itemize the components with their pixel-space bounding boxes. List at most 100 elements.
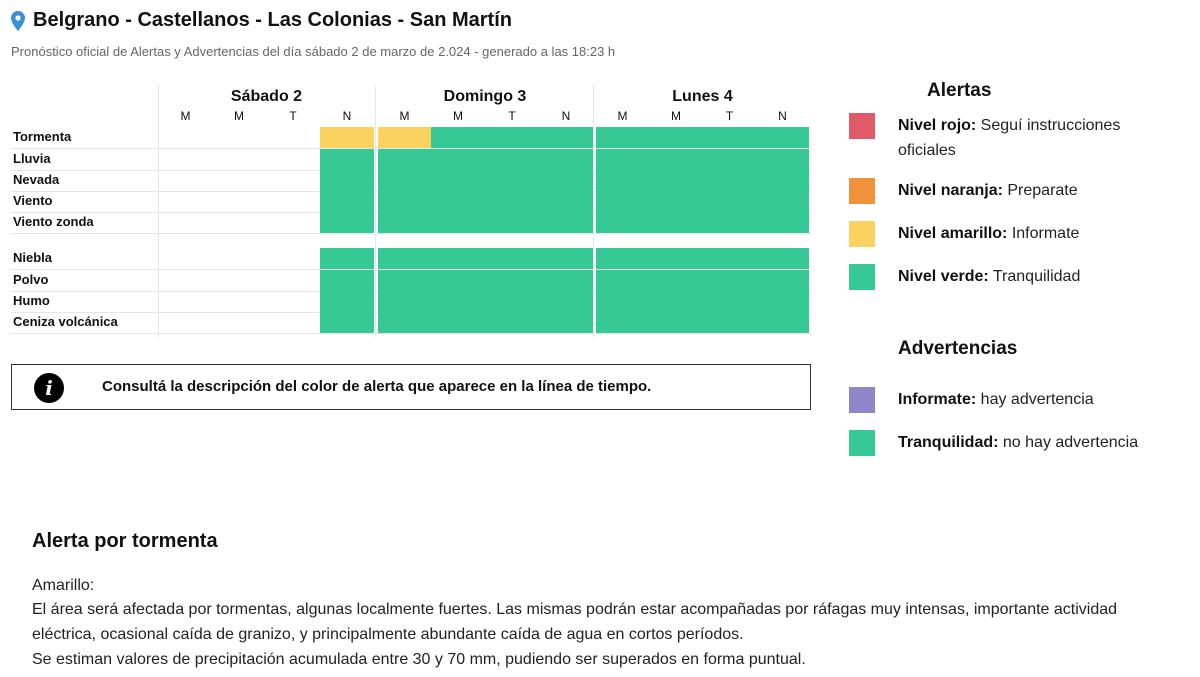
page-title: Belgrano - Castellanos - Las Colonias - … [33,9,512,31]
alert-cell-verde [649,127,703,148]
legend-text: Nivel naranja: Preparate [898,178,1148,203]
alert-cell-verde [431,170,485,191]
slot-header: T [508,109,516,123]
legend-description: Seguí instrucciones oficiales [898,117,1121,159]
alert-cell-verde [703,127,756,148]
alert-cell-verde [596,270,649,291]
alert-cell-verde [596,149,649,170]
alert-cell-verde [539,291,593,312]
legend-label: Nivel amarillo: [898,225,1008,242]
alert-cell-verde [539,270,593,291]
page-header: Belgrano - Castellanos - Las Colonias - … [11,9,512,32]
legend-label: Tranquilidad: [898,434,999,451]
slot-header: M [234,109,244,123]
alert-cell-verde [649,312,703,333]
legend-text: Nivel amarillo: Informate [898,221,1148,246]
row-label: Nevada [13,172,60,187]
legend-swatch [849,264,875,290]
alert-cell-verde [378,312,431,333]
alert-cell-verde [485,191,539,212]
alert-cell-verde [756,170,809,191]
slot-header: N [561,109,571,123]
alert-cell-verde [378,248,431,269]
legend-label: Nivel naranja: [898,182,1003,199]
alert-cell-verde [649,291,703,312]
alert-cell-verde [485,127,539,148]
description-line: Se estiman valores de precipitación acum… [32,651,806,668]
day-header: Lunes 4 [672,88,733,105]
alert-cell-verde [756,312,809,333]
legend-description: Preparate [1002,182,1078,199]
alert-cell-verde [596,191,649,212]
alert-cell-verde [596,248,649,269]
legend-description: Tranquilidad [988,268,1081,285]
row-divider [11,233,811,234]
slot-header: N [778,109,787,123]
alert-cell-verde [703,270,756,291]
row-label: Polvo [13,272,49,287]
legend-swatch [849,178,875,204]
legend-text: Nivel rojo: Seguí instrucciones oficiale… [898,113,1148,163]
alert-cell-verde [431,127,485,148]
alert-cell-verde [596,127,649,148]
legend-text: Nivel verde: Tranquilidad [898,264,1148,289]
alert-cell-verde [649,170,703,191]
alert-cell-verde [649,270,703,291]
alert-cell-amarillo [320,127,374,148]
alert-cell-verde [756,291,809,312]
alert-cell-verde [596,170,649,191]
slot-header: M [617,109,628,123]
alert-cell-verde [431,291,485,312]
alert-cell-verde [431,312,485,333]
alert-cell-verde [431,191,485,212]
grid-separator [593,85,594,337]
alert-cell-verde [703,291,756,312]
alert-cell-verde [485,291,539,312]
alert-cell-verde [703,248,756,269]
alert-cell-verde [539,127,593,148]
alert-cell-verde [539,212,593,233]
slot-header: N [342,109,352,123]
row-label: Viento zonda [13,214,94,229]
description-line: eléctrica, ocasional caída de granizo, y… [32,626,744,643]
alert-cell-verde [756,212,809,233]
alert-cell-verde [703,212,756,233]
legend-description: Informate [1007,225,1080,242]
info-icon: i [34,373,64,403]
alert-cell-verde [756,248,809,269]
alert-cell-verde [320,212,374,233]
alert-timeline: Sábado 2 M M T N Domingo 3 M M T N Lunes 4 M M T N Torm… [11,85,811,337]
alert-cell-verde [485,170,539,191]
slot-header: M [453,109,463,123]
legend-advertencias-title: Advertencias [898,338,1018,359]
legend-swatch [849,430,875,456]
alert-cell-verde [596,212,649,233]
alert-cell-verde [539,149,593,170]
alert-cell-verde [378,170,431,191]
legend-label: Nivel verde: [898,268,989,285]
alert-cell-verde [320,291,374,312]
alert-cell-verde [703,170,756,191]
day-header: Sábado 2 [230,88,303,105]
row-divider [11,148,811,149]
alert-cell-verde [756,149,809,170]
row-label: Humo [13,293,50,308]
alert-cell-verde [485,248,539,269]
alert-cell-verde [378,149,431,170]
legend-text: Informate: hay advertencia [898,387,1148,412]
slot-header: M [671,109,681,123]
alert-cell-verde [320,248,374,269]
info-box: i Consultá la descripción del color de a… [11,364,811,410]
alert-cell-verde [431,149,485,170]
legend-text: Tranquilidad: no hay advertencia [898,430,1148,455]
alert-cell-verde [756,191,809,212]
row-divider [11,333,811,334]
legend-label: Informate: [898,391,977,408]
alert-cell-verde [431,248,485,269]
alert-cell-verde [320,170,374,191]
legend-alertas-title: Alertas [927,80,992,101]
legend-swatch [849,387,875,413]
description-title: Alerta por tormenta [32,530,218,552]
alert-cell-amarillo [378,127,431,148]
alert-cell-verde [378,212,431,233]
